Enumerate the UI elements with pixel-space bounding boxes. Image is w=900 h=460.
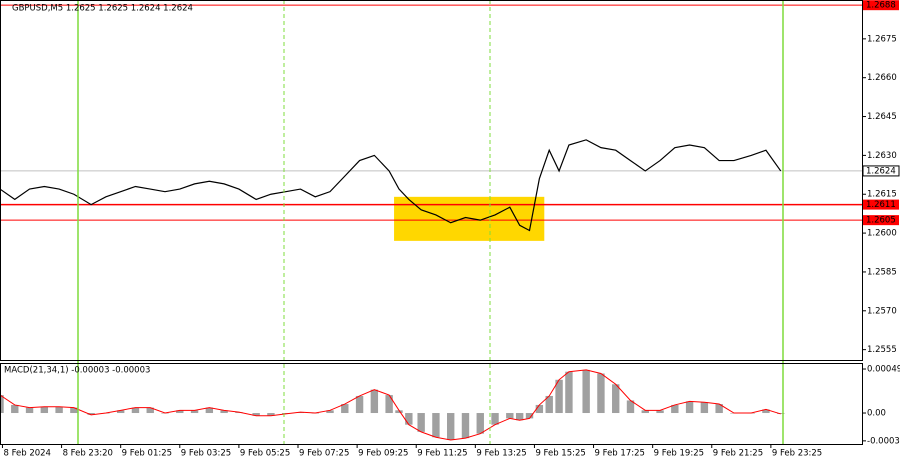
macd-bar	[341, 404, 349, 414]
plot-layer	[0, 4, 862, 441]
macd-bar	[385, 395, 393, 414]
level-label: 1.2624	[866, 166, 896, 176]
level-label: 1.2688	[866, 1, 896, 11]
y-tick-label: 1.2570	[867, 306, 897, 316]
macd-bar	[176, 410, 184, 414]
macd-bar	[447, 413, 455, 440]
x-tick-label: 9 Feb 07:25	[299, 449, 349, 459]
y-tick-label: 1.2585	[867, 267, 897, 277]
macd-bar	[87, 413, 95, 415]
macd-bar	[626, 400, 635, 414]
y-tick-label: 1.2645	[867, 112, 897, 122]
macd-bar	[641, 410, 649, 414]
y-tick-label: 1.2555	[867, 345, 897, 355]
macd-bar	[582, 369, 590, 414]
y-tick-label: 1.2630	[867, 151, 897, 161]
macd-bar	[252, 413, 260, 416]
macd-panel-border	[0, 363, 863, 445]
macd-bar	[417, 413, 425, 432]
macd-tick-label: 0.00	[867, 409, 886, 419]
price-line	[0, 139, 782, 232]
macd-bar	[535, 404, 544, 414]
macd-bar	[656, 410, 664, 414]
macd-bar	[476, 413, 484, 434]
macd-bar	[515, 413, 524, 421]
macd-bar	[762, 409, 770, 414]
macd-bar	[146, 407, 154, 414]
level-label: 1.2605	[866, 216, 896, 226]
macd-bar	[565, 371, 573, 414]
macd-bar	[40, 406, 49, 414]
macd-bar	[555, 379, 563, 414]
macd-bar	[355, 395, 364, 414]
level-badge	[863, 215, 899, 226]
y-tick-label: 1.2615	[867, 190, 897, 200]
price-panel-border	[0, 0, 863, 361]
highlight-box	[394, 196, 545, 241]
x-tick-label: 9 Feb 01:25	[122, 449, 172, 459]
x-tick-label: 9 Feb 05:25	[240, 449, 290, 459]
macd-bar	[70, 407, 78, 414]
x-tick-label: 9 Feb 13:25	[476, 449, 526, 459]
macd-bar	[370, 389, 379, 414]
macd-bar	[205, 407, 214, 414]
macd-bar	[220, 410, 228, 414]
level-label: 1.2611	[866, 200, 896, 210]
macd-bar	[491, 413, 499, 425]
x-tick-label: 9 Feb 17:25	[595, 449, 645, 459]
x-tick-label: 8 Feb 23:20	[63, 449, 113, 459]
macd-bar	[461, 413, 470, 439]
level-badge	[863, 0, 899, 11]
macd-bar	[131, 407, 140, 414]
x-tick-label: 9 Feb 03:25	[181, 449, 231, 459]
macd-bar	[190, 410, 199, 414]
y-tick-label: 1.2660	[867, 73, 897, 83]
macd-bar	[11, 404, 19, 414]
macd-bar	[700, 402, 709, 414]
x-tick-label: 9 Feb 11:25	[417, 449, 467, 459]
macd-bar	[715, 404, 723, 414]
x-tick-label: 9 Feb 19:25	[654, 449, 704, 459]
x-tick-label: 9 Feb 21:25	[713, 449, 763, 459]
x-tick-label: 9 Feb 23:25	[772, 449, 822, 459]
macd-bar	[55, 406, 63, 414]
macd-bar	[597, 373, 605, 414]
macd-bar	[685, 401, 694, 414]
macd-bar	[25, 407, 34, 414]
macd-bar	[671, 404, 679, 414]
macd-bar	[0, 395, 4, 414]
level-badge	[863, 199, 899, 210]
x-tick-label: 8 Feb 2024	[3, 449, 51, 459]
macd-line	[0, 369, 781, 441]
y-tick-label: 1.2600	[867, 229, 897, 239]
macd-bar	[525, 413, 534, 419]
macd-label: MACD(21,34,1) -0.00003 -0.00003	[4, 366, 150, 376]
macd-bar	[506, 413, 514, 419]
level-badge	[862, 165, 900, 177]
y-tick-label: 1.2675	[867, 34, 897, 44]
x-tick-label: 9 Feb 09:25	[358, 449, 408, 459]
macd-tick-label: 0.00049	[867, 365, 900, 375]
macd-bar	[395, 410, 403, 414]
macd-bar	[116, 410, 125, 414]
macd-bar	[612, 384, 620, 414]
macd-bar	[432, 413, 440, 438]
macd-bar	[267, 413, 275, 416]
macd-bar	[405, 413, 413, 425]
macd-bar	[545, 395, 553, 414]
chart-title: GBPUSD,M5 1.2625 1.2625 1.2624 1.2624	[12, 4, 193, 14]
macd-bar	[326, 410, 334, 414]
x-tick-label: 9 Feb 15:25	[535, 449, 585, 459]
